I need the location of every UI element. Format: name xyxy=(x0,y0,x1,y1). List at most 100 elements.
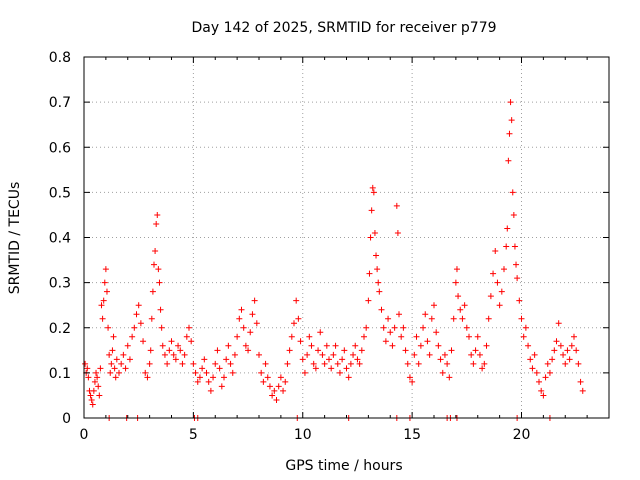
data-point xyxy=(183,333,190,340)
data-point xyxy=(94,374,101,381)
data-point xyxy=(216,365,223,372)
data-point xyxy=(366,270,373,277)
data-point xyxy=(179,360,186,367)
data-point xyxy=(472,347,479,354)
data-point xyxy=(275,383,282,390)
data-point xyxy=(413,333,420,340)
data-point xyxy=(452,279,459,286)
plot-frame xyxy=(83,56,610,419)
data-point xyxy=(468,351,475,358)
data-point xyxy=(146,360,153,367)
data-point xyxy=(334,360,341,367)
data-point xyxy=(398,333,405,340)
data-point xyxy=(476,351,483,358)
data-point xyxy=(231,351,238,358)
data-point xyxy=(525,342,532,349)
data-point xyxy=(437,356,444,363)
data-point xyxy=(433,329,440,336)
data-point xyxy=(518,315,525,322)
data-point xyxy=(277,374,284,381)
data-point xyxy=(444,360,451,367)
data-point xyxy=(97,365,104,372)
data-point xyxy=(93,369,100,376)
data-point xyxy=(111,365,118,372)
data-point xyxy=(291,320,297,327)
data-point xyxy=(566,356,573,363)
data-point xyxy=(101,279,108,286)
data-point xyxy=(538,387,545,394)
data-point xyxy=(190,360,197,367)
data-point xyxy=(501,266,507,273)
data-point xyxy=(203,369,210,376)
data-point xyxy=(310,360,317,367)
data-point xyxy=(375,279,382,286)
data-point xyxy=(380,324,387,331)
y-tick-label: 0 xyxy=(62,411,71,427)
data-point xyxy=(439,369,446,376)
data-point xyxy=(374,266,381,273)
data-point xyxy=(494,279,501,286)
data-point xyxy=(341,347,348,354)
data-point xyxy=(522,324,529,331)
data-point xyxy=(271,387,278,394)
data-point xyxy=(282,378,289,385)
data-point xyxy=(516,297,523,304)
data-point xyxy=(382,338,389,345)
data-point xyxy=(498,288,505,295)
data-point xyxy=(218,383,225,390)
data-point xyxy=(260,378,267,385)
data-point xyxy=(170,351,177,358)
data-point xyxy=(107,369,114,376)
data-point xyxy=(106,351,113,358)
data-point xyxy=(328,365,335,372)
data-point xyxy=(142,369,149,376)
data-point xyxy=(153,220,160,227)
data-point xyxy=(137,320,144,327)
data-point xyxy=(102,266,109,273)
data-point xyxy=(304,351,311,358)
data-point xyxy=(457,306,464,313)
data-point xyxy=(343,365,350,372)
data-point xyxy=(89,401,96,408)
data-point xyxy=(506,130,513,137)
data-point xyxy=(387,329,394,336)
data-point xyxy=(564,347,571,354)
data-point xyxy=(371,229,378,236)
data-point xyxy=(301,369,308,376)
data-point xyxy=(151,261,157,268)
data-point xyxy=(332,342,339,349)
data-point xyxy=(99,315,106,322)
data-point xyxy=(120,351,127,358)
data-point xyxy=(155,266,162,273)
data-point xyxy=(186,324,192,331)
data-point xyxy=(113,356,120,363)
data-point xyxy=(562,360,569,367)
data-point xyxy=(573,347,580,354)
data-point xyxy=(370,189,377,196)
data-point xyxy=(531,351,538,358)
data-point xyxy=(315,347,322,354)
data-point xyxy=(133,311,140,318)
data-point xyxy=(483,342,490,349)
data-point xyxy=(87,392,94,399)
data-point xyxy=(510,211,517,218)
data-point xyxy=(549,356,556,363)
data-point xyxy=(112,374,119,381)
data-point xyxy=(177,347,184,354)
y-tick-label: 0.1 xyxy=(49,366,71,382)
data-point xyxy=(266,383,273,390)
data-point xyxy=(358,347,365,354)
data-point xyxy=(152,248,159,255)
data-point xyxy=(262,360,269,367)
data-point xyxy=(448,347,455,354)
data-point xyxy=(164,360,171,367)
data-point xyxy=(513,261,520,268)
data-point xyxy=(201,356,208,363)
data-point xyxy=(441,351,448,358)
data-point xyxy=(463,324,470,331)
data-point xyxy=(428,315,435,322)
data-point xyxy=(411,351,418,358)
data-point xyxy=(389,342,396,349)
data-point xyxy=(297,338,304,345)
data-point xyxy=(280,387,287,394)
